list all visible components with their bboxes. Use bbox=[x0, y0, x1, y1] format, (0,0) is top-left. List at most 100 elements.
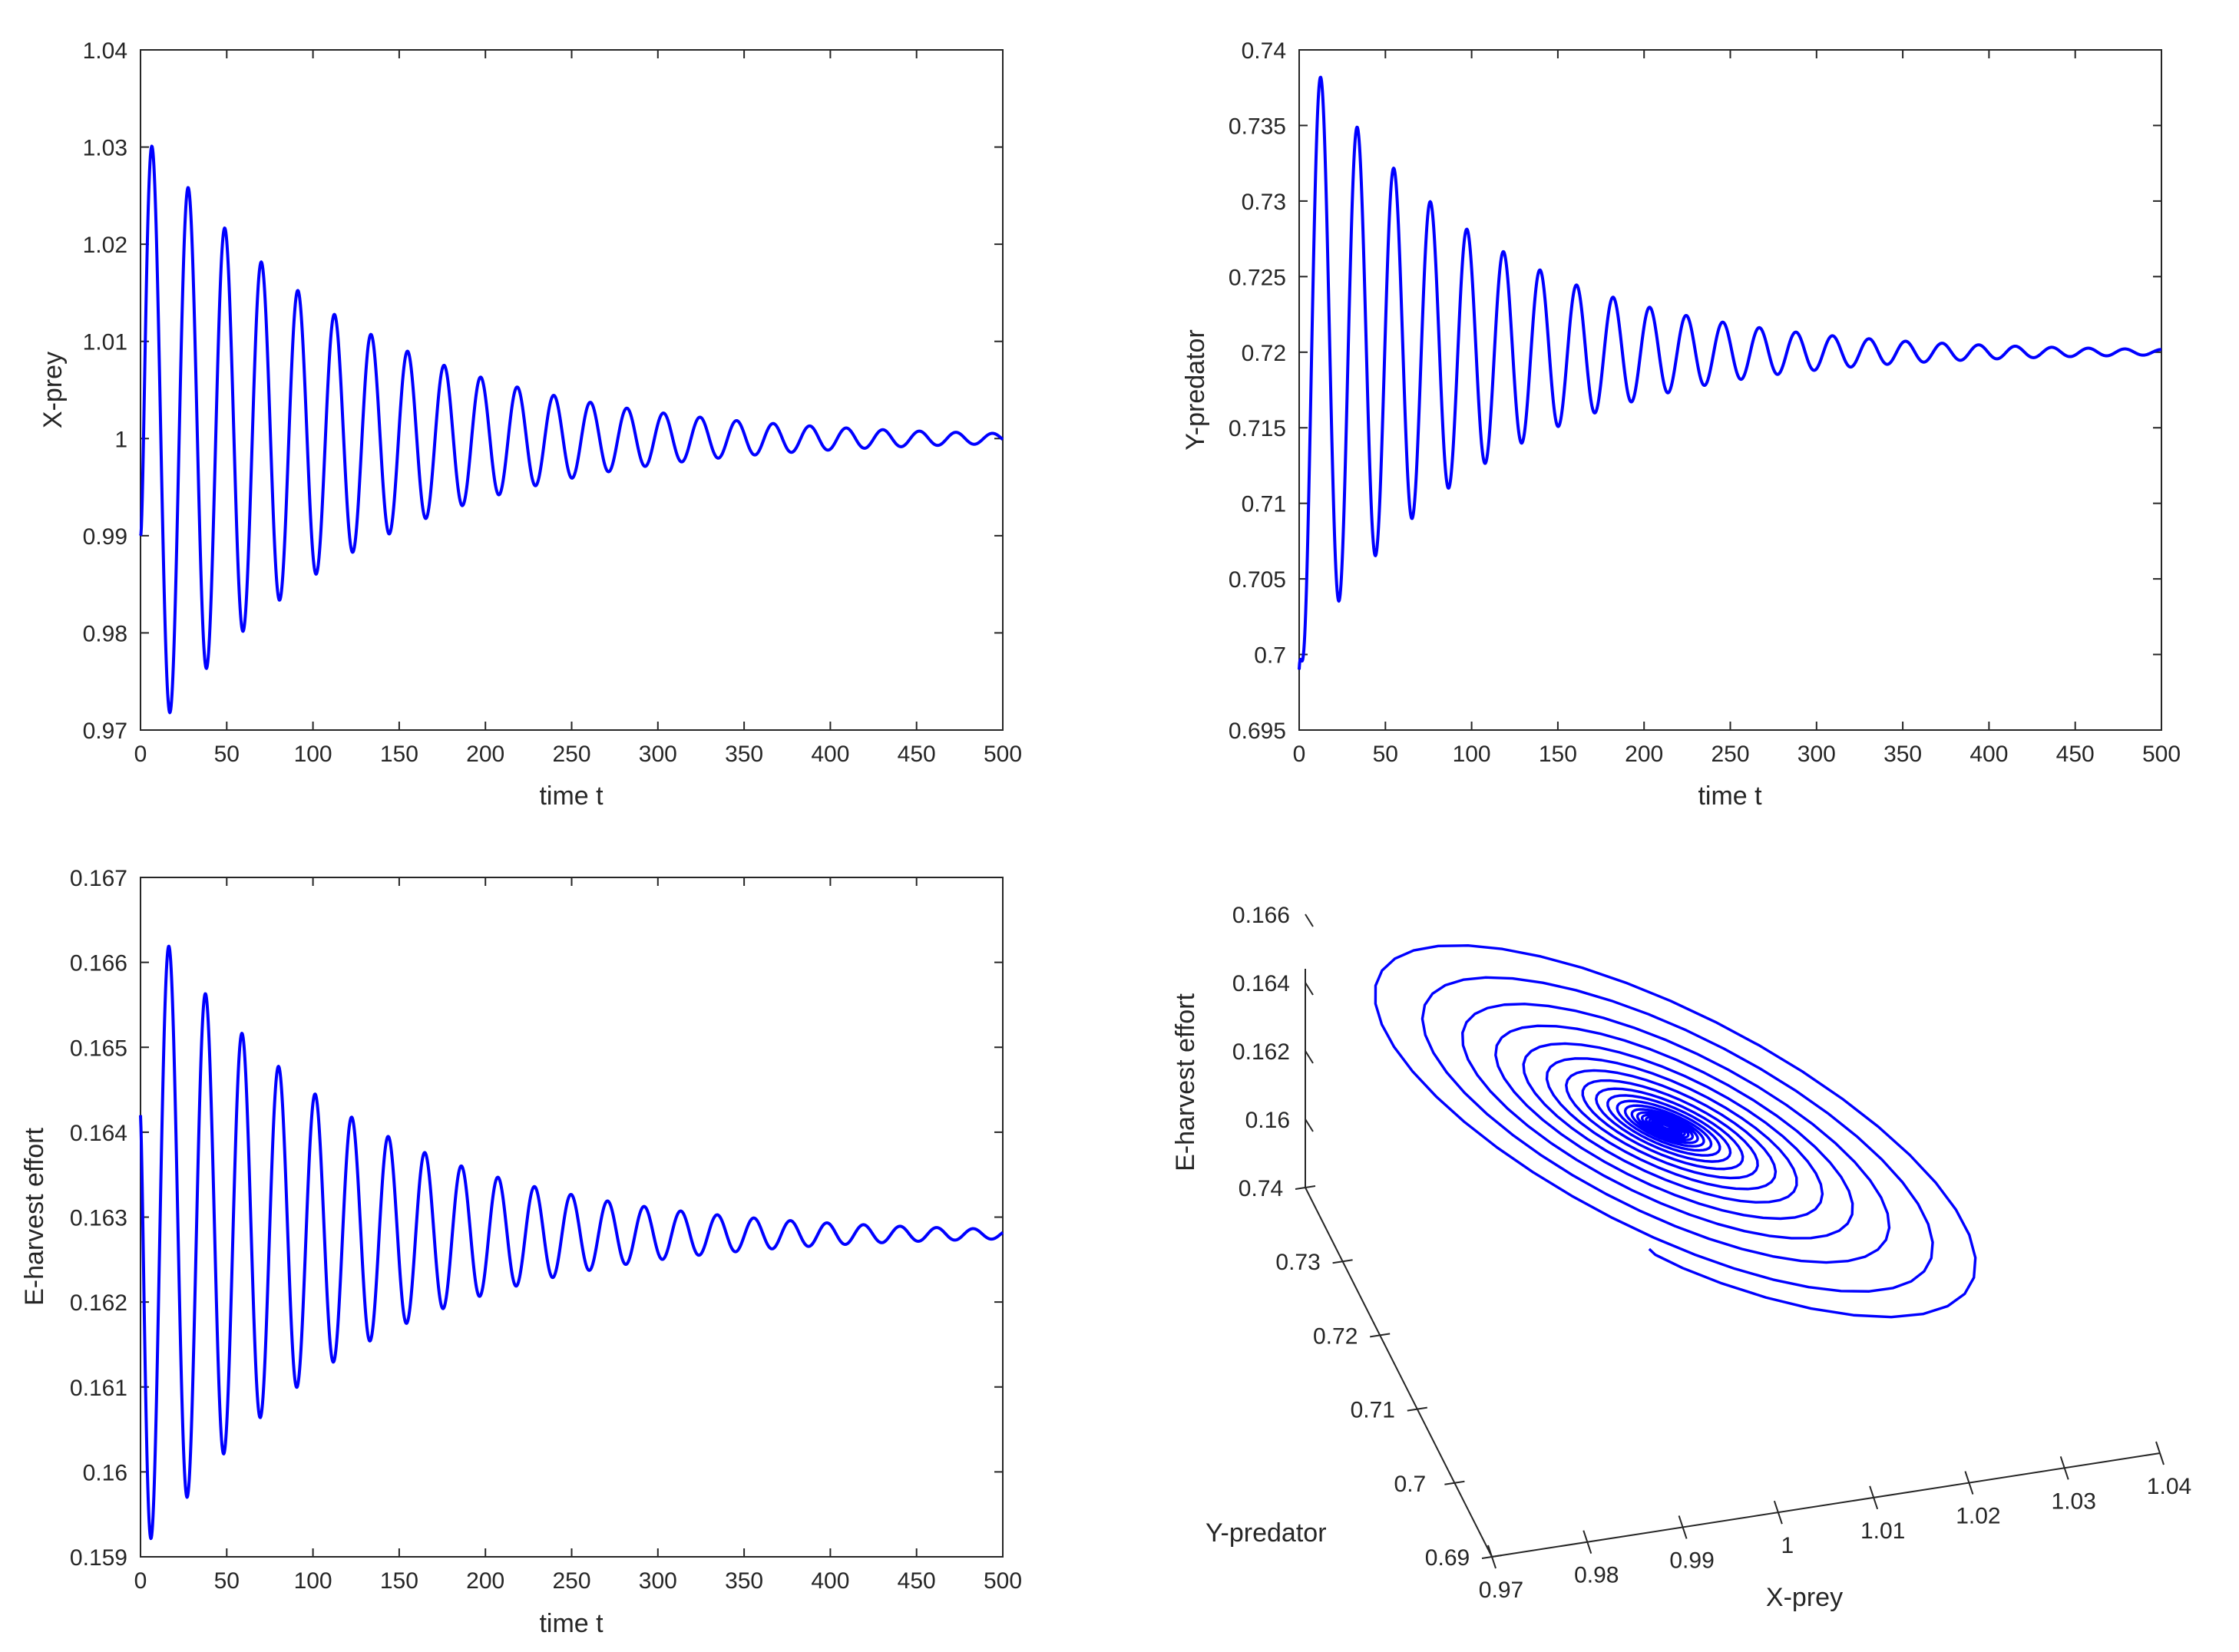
x-axis-label: time t bbox=[539, 1609, 604, 1638]
x-tick-label: 350 bbox=[1883, 742, 1922, 767]
y-tick-label: 0.167 bbox=[70, 866, 127, 891]
y-tick-mark bbox=[1454, 1480, 1465, 1484]
y-tick-label: 0.166 bbox=[70, 951, 127, 976]
z-tick-mark bbox=[1305, 982, 1314, 996]
x-tick-label: 1.04 bbox=[2147, 1474, 2191, 1499]
x-tick-label: 150 bbox=[1539, 742, 1577, 767]
x-tick-label: 0 bbox=[134, 742, 147, 767]
x-tick-label: 1.02 bbox=[1956, 1504, 2000, 1529]
x-tick-label: 400 bbox=[811, 1568, 849, 1594]
x-tick-mark bbox=[1777, 1512, 1783, 1525]
y-tick-label: 1 bbox=[114, 427, 127, 452]
y-tick-label: 0.74 bbox=[1242, 38, 1286, 64]
x-tick-mark bbox=[2059, 1455, 2065, 1469]
x-tick-label: 500 bbox=[984, 742, 1022, 767]
series-line-trajectory bbox=[1374, 943, 1977, 1319]
x-axis-line bbox=[1491, 1452, 2161, 1558]
y-tick-mark bbox=[1370, 1334, 1381, 1338]
x-tick-label: 400 bbox=[811, 742, 849, 767]
tick-layer: 0 50 100 150 200 250 300 350 400 450 500 0.159 0.16 0… bbox=[70, 866, 1022, 1594]
y-tick-label: 0.72 bbox=[1313, 1323, 1358, 1349]
tick-layer: 0 50 100 150 200 250 300 350 400 450 500 0.695 0.7 0.… bbox=[1229, 38, 2181, 767]
x-tick-mark bbox=[2155, 1441, 2161, 1454]
z-tick-label: 0.16 bbox=[1245, 1108, 1290, 1133]
y-tick-label: 1.04 bbox=[83, 38, 127, 64]
y-tick-label: 0.97 bbox=[83, 719, 127, 744]
y-tick-label: 0.705 bbox=[1229, 567, 1286, 593]
series-line-x-prey bbox=[139, 144, 1004, 715]
x-tick-label: 100 bbox=[294, 742, 332, 767]
x-tick-label: 100 bbox=[1453, 742, 1491, 767]
y-tick-mark bbox=[1305, 1185, 1316, 1188]
x-tick-label: 200 bbox=[1625, 742, 1663, 767]
z-tick-label: 0.166 bbox=[1232, 903, 1290, 928]
x-tick-mark bbox=[1968, 1482, 1974, 1495]
x-tick-label: 100 bbox=[294, 1568, 332, 1594]
x-tick-mark bbox=[1773, 1500, 1779, 1513]
x-tick-label: 0.97 bbox=[1479, 1578, 1523, 1603]
y-tick-mark bbox=[1380, 1333, 1391, 1336]
axes-box bbox=[1298, 49, 2162, 731]
y-tick-label: 0.695 bbox=[1229, 719, 1286, 744]
y-tick-label: 0.71 bbox=[1242, 492, 1286, 517]
y-tick-label: 0.161 bbox=[70, 1376, 127, 1401]
y-tick-label: 0.73 bbox=[1275, 1250, 1320, 1275]
panel-y-predator: 0 50 100 150 200 250 300 350 400 450 500 0.695 0.7 0.… bbox=[1181, 38, 2181, 811]
x-tick-label: 400 bbox=[1969, 742, 2008, 767]
y-tick-mark bbox=[1417, 1406, 1427, 1410]
y-tick-label: 0.98 bbox=[83, 621, 127, 646]
x-tick-mark bbox=[1586, 1541, 1592, 1555]
x-tick-mark bbox=[2063, 1467, 2069, 1480]
x-tick-label: 50 bbox=[214, 742, 240, 767]
x-tick-label: 250 bbox=[1711, 742, 1749, 767]
x-tick-label: 0.98 bbox=[1574, 1563, 1619, 1588]
y-tick-label: 0.7 bbox=[1394, 1472, 1427, 1497]
x-tick-label: 450 bbox=[898, 1568, 936, 1594]
y-tick-label: 0.164 bbox=[70, 1121, 127, 1146]
z-tick-label: 0.162 bbox=[1232, 1039, 1290, 1065]
y-tick-label: 0.725 bbox=[1229, 265, 1286, 290]
x-tick-label: 350 bbox=[725, 1568, 763, 1594]
x-tick-label: 1.01 bbox=[1860, 1518, 1905, 1544]
y-tick-label: 0.74 bbox=[1239, 1176, 1283, 1201]
x-tick-label: 200 bbox=[466, 742, 504, 767]
y-tick-label: 0.159 bbox=[70, 1545, 127, 1571]
z-tick-mark bbox=[1305, 914, 1314, 927]
y-axis-line bbox=[1305, 1187, 1493, 1558]
x-tick-label: 300 bbox=[639, 742, 677, 767]
x-tick-mark bbox=[1487, 1545, 1493, 1558]
x-tick-label: 300 bbox=[1797, 742, 1836, 767]
x-axis-label: time t bbox=[1698, 781, 1762, 811]
y-tick-label: 0.7 bbox=[1254, 643, 1286, 669]
y-tick-label: 0.715 bbox=[1229, 416, 1286, 441]
x-axis-label: X-prey bbox=[1766, 1583, 1843, 1612]
y-tick-label: 0.162 bbox=[70, 1290, 127, 1316]
x-tick-label: 0 bbox=[1293, 742, 1306, 767]
panel-phase-3d: 0.97 0.98 0.99 1 1.01 1.02 1.03 1.04 0.69 0.7 0.71… bbox=[1171, 903, 2191, 1612]
x-tick-mark bbox=[1873, 1497, 1879, 1510]
y-tick-mark bbox=[1332, 1260, 1343, 1264]
x-tick-label: 250 bbox=[552, 1568, 590, 1594]
y-tick-label: 1.03 bbox=[83, 136, 127, 161]
x-axis-label: time t bbox=[539, 781, 604, 811]
x-tick-label: 500 bbox=[2142, 742, 2181, 767]
y-tick-mark bbox=[1481, 1556, 1493, 1559]
tick-layer: 0.97 0.98 0.99 1 1.01 1.02 1.03 1.04 0.69 0.7 0.71… bbox=[1232, 903, 2191, 1603]
y-axis-label: Y-predator bbox=[1205, 1518, 1327, 1548]
y-tick-label: 0.163 bbox=[70, 1206, 127, 1231]
axes-box bbox=[140, 49, 1004, 731]
tick-layer: 0 50 100 150 200 250 300 350 400 450 500 0.97 0.98 0.… bbox=[83, 38, 1022, 767]
x-tick-label: 50 bbox=[1373, 742, 1398, 767]
x-tick-label: 250 bbox=[552, 742, 590, 767]
x-tick-label: 300 bbox=[639, 1568, 677, 1594]
x-tick-label: 350 bbox=[725, 742, 763, 767]
x-tick-mark bbox=[1682, 1527, 1688, 1539]
x-tick-label: 500 bbox=[984, 1568, 1022, 1594]
y-axis-label: E-harvest effort bbox=[20, 1128, 49, 1306]
x-tick-label: 1 bbox=[1781, 1533, 1794, 1558]
y-tick-label: 0.72 bbox=[1242, 341, 1286, 366]
z-axis-label: E-harvest effort bbox=[1171, 993, 1200, 1171]
y-tick-mark bbox=[1342, 1259, 1353, 1263]
y-axis-label: X-prey bbox=[38, 352, 68, 428]
y-tick-mark bbox=[1491, 1555, 1503, 1558]
